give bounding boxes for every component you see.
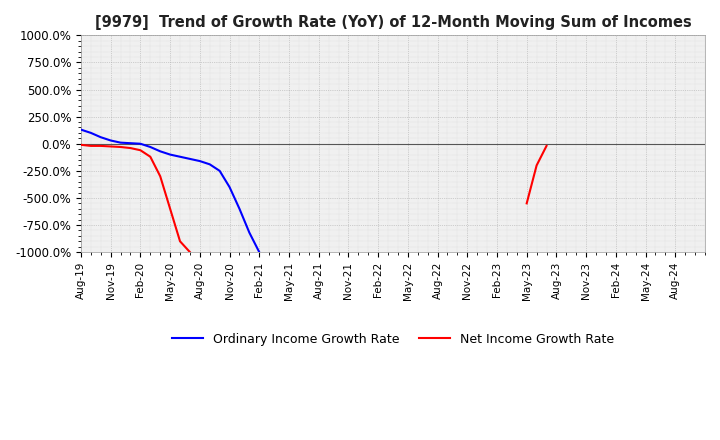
Line: Net Income Growth Rate: Net Income Growth Rate bbox=[81, 145, 546, 252]
Net Income Growth Rate bbox=[156, 174, 165, 179]
Title: [9979]  Trend of Growth Rate (YoY) of 12-Month Moving Sum of Incomes: [9979] Trend of Growth Rate (YoY) of 12-… bbox=[94, 15, 691, 30]
Ordinary Income Growth Rate bbox=[156, 149, 165, 154]
Line: Ordinary Income Growth Rate: Ordinary Income Growth Rate bbox=[81, 130, 259, 252]
Legend: Ordinary Income Growth Rate, Net Income Growth Rate: Ordinary Income Growth Rate, Net Income … bbox=[167, 328, 619, 351]
Ordinary Income Growth Rate bbox=[76, 127, 85, 132]
Net Income Growth Rate bbox=[76, 142, 85, 147]
